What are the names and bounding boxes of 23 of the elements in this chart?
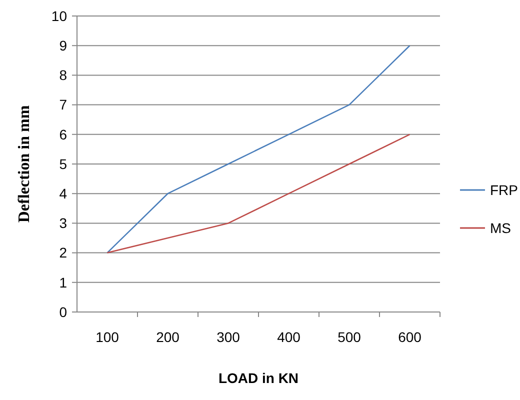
legend-label: MS xyxy=(490,220,511,236)
y-tick-label: 10 xyxy=(51,8,68,24)
y-tick-label: 2 xyxy=(59,244,68,261)
y-tick-label: 0 xyxy=(59,304,68,320)
y-tick-label: 9 xyxy=(59,38,68,54)
y-tick-label: 1 xyxy=(59,274,68,290)
line-series xyxy=(106,44,410,254)
y-tick-label: 5 xyxy=(59,156,68,172)
y-axis-title: Deflection in mm xyxy=(16,104,33,223)
x-tick-label: 500 xyxy=(338,329,362,345)
x-tick-label: 100 xyxy=(96,329,120,345)
x-axis-title: LOAD in KN xyxy=(218,370,299,386)
y-tick-label: 4 xyxy=(59,186,68,202)
legend-label: FRP xyxy=(490,182,518,198)
x-tick-label: 300 xyxy=(216,329,240,345)
x-tick-label: 400 xyxy=(277,329,301,345)
y-tick-label: 8 xyxy=(59,67,68,84)
x-tick-label: 200 xyxy=(156,329,180,345)
x-tick-label: 600 xyxy=(398,329,422,345)
y-tick-label: 7 xyxy=(59,96,68,113)
y-tick-label: 6 xyxy=(59,126,68,142)
y-tick-label: 3 xyxy=(59,215,68,232)
line-series xyxy=(106,134,410,254)
